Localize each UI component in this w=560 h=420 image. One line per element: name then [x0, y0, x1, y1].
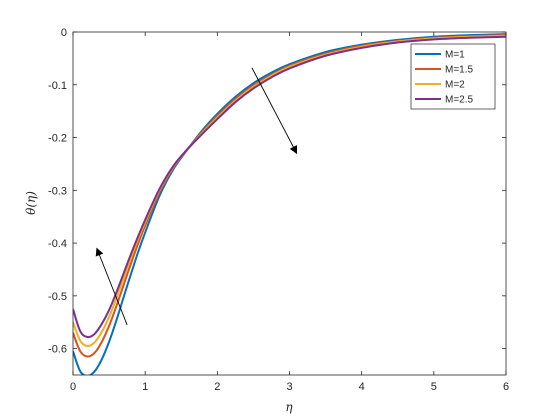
x-tick-label: 1	[142, 381, 148, 393]
annotation-arrow-1	[95, 247, 128, 326]
x-axis-label: η	[285, 400, 293, 414]
y-axis: 0 -0.1 -0.2 -0.3 -0.4 -0.5 -0.6	[48, 27, 506, 356]
series-line-4	[73, 35, 506, 339]
x-tick-label: 4	[359, 381, 365, 393]
annotation-arrow-2	[251, 67, 298, 155]
x-tick-label: 0	[70, 381, 76, 393]
x-tick-label: 5	[431, 381, 437, 393]
y-tick-label: 0	[61, 27, 67, 39]
y-tick-label: -0.3	[48, 185, 67, 197]
x-axis: 0 1 2 3 4 5 6	[70, 32, 509, 393]
y-tick-label: -0.4	[48, 238, 67, 250]
series-layer	[73, 33, 506, 375]
y-tick-label: -0.2	[48, 133, 67, 145]
y-tick-label: -0.1	[48, 80, 67, 92]
x-tick-label: 2	[214, 381, 220, 393]
legend: M=1 M=1.5 M=2 M=2.5	[410, 43, 496, 110]
annotation-layer	[95, 67, 298, 326]
legend-label: M=1.5	[445, 65, 474, 76]
y-tick-label: -0.5	[48, 291, 67, 303]
x-tick-label: 3	[286, 381, 292, 393]
y-axis-label: θ(η)	[24, 191, 38, 215]
legend-label: M=2	[445, 80, 465, 91]
x-tick-label: 6	[503, 381, 509, 393]
y-tick-label: -0.6	[48, 344, 67, 356]
legend-label: M=1	[445, 50, 465, 61]
legend-label: M=2.5	[445, 95, 474, 106]
